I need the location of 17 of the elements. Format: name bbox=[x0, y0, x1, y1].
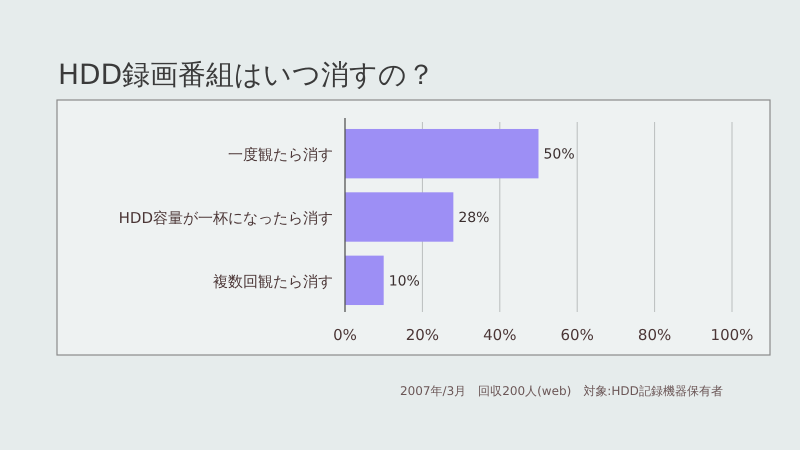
y-tick-label: HDD容量が一杯になったら消す bbox=[118, 209, 333, 227]
bar bbox=[345, 256, 384, 306]
x-tick-label: 60% bbox=[560, 326, 594, 344]
text: 2007年/3月 回収200人(web) 対象:HDD記録機器保有者 bbox=[400, 384, 723, 398]
data-label: 28% bbox=[458, 210, 490, 226]
x-tick-label: 0% bbox=[333, 326, 357, 344]
x-tick-label: 80% bbox=[638, 326, 672, 344]
x-tick-label: 40% bbox=[483, 326, 516, 344]
x-tick-label: 20% bbox=[406, 326, 440, 344]
y-tick-label: 一度観たら消す bbox=[228, 146, 333, 164]
chart-title: HDD録画番組はいつ消すの？ bbox=[58, 58, 436, 91]
y-tick-label: 複数回観たら消す bbox=[213, 272, 333, 290]
x-tick-label: 100% bbox=[710, 326, 754, 344]
data-label: 50% bbox=[544, 146, 575, 163]
bar bbox=[345, 128, 538, 178]
bar bbox=[345, 192, 454, 242]
data-label: 10% bbox=[388, 273, 420, 290]
